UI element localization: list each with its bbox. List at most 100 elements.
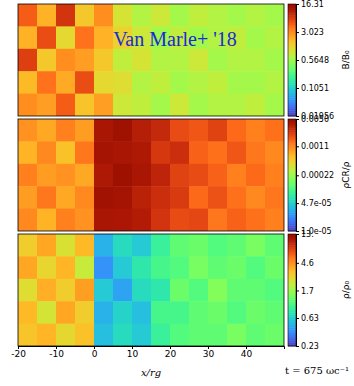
colorbar-tick-label: 0.1051 [301,84,329,93]
heatmap-cell [170,119,190,142]
heatmap-cell [94,49,114,72]
colorbar-tick-label: 0.0011 [301,142,329,151]
heatmap-cell [227,209,247,231]
heatmap-cell [113,186,133,209]
heatmap-cell [75,209,95,231]
heatmap-cell [227,164,247,187]
heatmap-cell [132,164,152,187]
heatmap-cell [227,234,247,257]
heatmap-cell [151,4,171,27]
heatmap-cell [246,26,266,49]
colorbar-tick-label: 0.63 [301,314,319,323]
heatmap-cell [265,26,284,49]
heatmap-cell [170,49,190,72]
colorbar-tick: 4.6 [296,259,314,268]
heatmap-cell [170,71,190,94]
colorbar-tick-mark [296,234,299,235]
colorbar-tick-label: 4.7e-05 [301,199,332,208]
panel: 13.4.61.70.630.23ρ/ρ₀-20-10010203040x/rg… [11,230,350,378]
heatmap-cell [75,94,95,116]
heatmap-cell [246,71,266,94]
colorbar [288,234,296,347]
heatmap-cell [18,119,38,142]
colorbar-tick: 0.0050 [296,115,329,124]
heatmap-cell [94,234,114,257]
figure: 16.313.0230.56480.10510.01956B/B₀Van Mar… [0,0,354,386]
colorbar-tick-mark [296,116,299,117]
colorbar-tick-mark [296,32,299,33]
heatmap-cell [227,141,247,164]
panel: 16.313.0230.56480.10510.01956B/B₀Van Mar… [18,0,351,121]
heatmap-cell [227,49,247,72]
heatmap-cell [265,141,284,164]
heatmap-cell [208,164,228,187]
heatmap-cell [151,164,171,187]
heatmap-cells [18,4,284,116]
heatmap-cell [227,71,247,94]
heatmap-cell [208,49,228,72]
heatmap-cell [189,234,209,257]
heatmap-cell [246,324,266,346]
heatmap-cell [189,71,209,94]
heatmap-cell [265,256,284,279]
heatmap-cell [151,49,171,72]
heatmap-cell [18,49,38,72]
heatmap-cell [246,94,266,116]
heatmap-cell [94,279,114,302]
heatmap-cells [18,234,284,346]
heatmap-cell [56,324,76,346]
heatmap-cell [208,119,228,142]
heatmap-cell [75,4,95,27]
heatmap-cell [75,279,95,302]
heatmap-cell [132,256,152,279]
heatmap-cell [56,164,76,187]
colorbar-tick-mark [296,263,299,264]
heatmap-cell [170,141,190,164]
colorbar-tick-mark [296,346,299,347]
colorbar-tick: 0.23 [296,342,319,351]
heatmap-cells [18,119,284,231]
heatmap-cell [246,279,266,302]
heatmap-cell [151,71,171,94]
heatmap-cell [37,119,57,142]
x-axis: -20-10010203040 [11,346,284,359]
colorbar-tick-mark [296,88,299,89]
heatmap-cell [208,279,228,302]
heatmap-cell [18,256,38,279]
heatmap-cell [189,49,209,72]
x-tick: -10 [49,346,64,359]
heatmap-cell [75,324,95,346]
heatmap-cell [208,324,228,346]
colorbar-tick-label: 16.31 [301,0,324,9]
heatmap-cell [75,186,95,209]
colorbar-tick-label: 4.6 [301,259,314,268]
heatmap-cell [170,279,190,302]
colorbar-tick-mark [296,203,299,204]
heatmap-cell [265,164,284,187]
colorbar-tick-mark [296,4,299,5]
heatmap-cell [56,49,76,72]
heatmap-cell [246,141,266,164]
heatmap-cell [75,141,95,164]
heatmap-cell [189,141,209,164]
heatmap-cell [56,4,76,27]
x-tick-label: 10 [127,349,139,359]
heatmap-cell [56,256,76,279]
heatmap-cell [94,324,114,346]
heatmap-cell [113,256,133,279]
heatmap-cell [151,234,171,257]
heatmap-cell [246,49,266,72]
heatmap-cell [246,186,266,209]
colorbar-tick: 13. [296,230,314,239]
colorbar [288,4,296,117]
plot-frame [18,234,284,346]
heatmap-cell [151,209,171,231]
heatmap-cell [208,141,228,164]
heatmap-cell [37,209,57,231]
heatmap-cell [189,256,209,279]
heatmap-cell [265,94,284,116]
heatmap-cell [265,301,284,324]
heatmap-cell [151,256,171,279]
heatmap-cell [132,279,152,302]
colorbar-tick: 3.023 [296,28,324,37]
